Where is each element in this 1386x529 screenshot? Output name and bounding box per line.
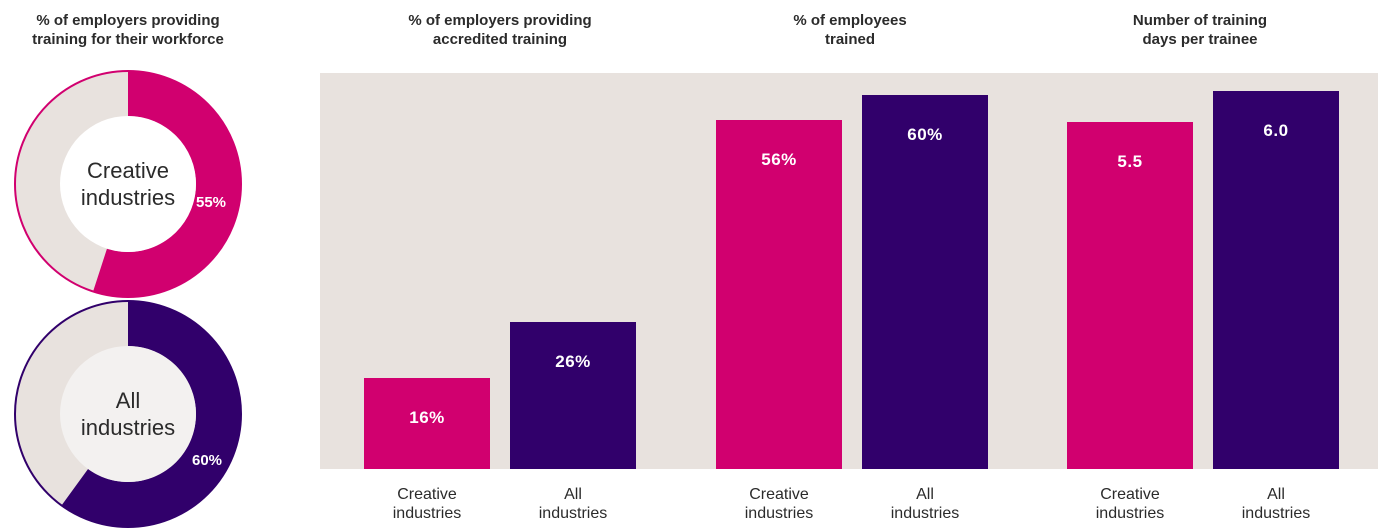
all-industries-donut: All industries 60% <box>14 300 242 528</box>
donut-center-label: All industries <box>80 388 176 440</box>
bar-value-label: 5.5 <box>1117 152 1143 171</box>
accredited-chart-title: % of employers providing accredited trai… <box>408 12 592 48</box>
category-tick-label: Creative industries <box>744 486 814 522</box>
employees-chart-title: % of employees trained <box>793 12 907 48</box>
bar-1-creative <box>364 378 490 469</box>
category-tick-label: Creative industries <box>392 486 462 522</box>
donut-percent-label: 55% <box>196 194 227 211</box>
bar-value-label: 16% <box>409 408 445 427</box>
category-tick-label: All industries <box>1241 486 1311 522</box>
bar-2-creative <box>716 120 842 469</box>
donut-value-arc <box>61 301 242 527</box>
donut-center-label: Creative industries <box>80 158 176 210</box>
bar-1-all <box>510 322 636 469</box>
donut-center-disc <box>60 346 196 482</box>
days-chart-title: Number of training days per trainee <box>1132 12 1268 48</box>
category-tick-label: All industries <box>890 486 960 522</box>
bar-value-label: 6.0 <box>1263 121 1289 140</box>
donut-chart-title: % of employers providing training for th… <box>32 12 224 48</box>
creative-industries-donut: Creative industries 55% <box>14 70 242 298</box>
bar-3-creative <box>1067 122 1193 469</box>
category-tick-label: All industries <box>538 486 608 522</box>
creative-donut-svg <box>14 70 242 298</box>
bar-charts-panel <box>320 73 1378 469</box>
all-donut-svg <box>14 300 242 528</box>
category-tick-label: Creative industries <box>1095 486 1165 522</box>
donut-percent-label: 60% <box>192 452 223 469</box>
donut-value-arc <box>93 71 241 297</box>
donut-center-disc <box>60 116 196 252</box>
bar-value-label: 56% <box>761 150 797 169</box>
bar-value-label: 60% <box>907 125 943 144</box>
bar-2-all <box>862 95 988 469</box>
bar-value-label: 26% <box>555 352 591 371</box>
bar-3-all <box>1213 91 1339 469</box>
